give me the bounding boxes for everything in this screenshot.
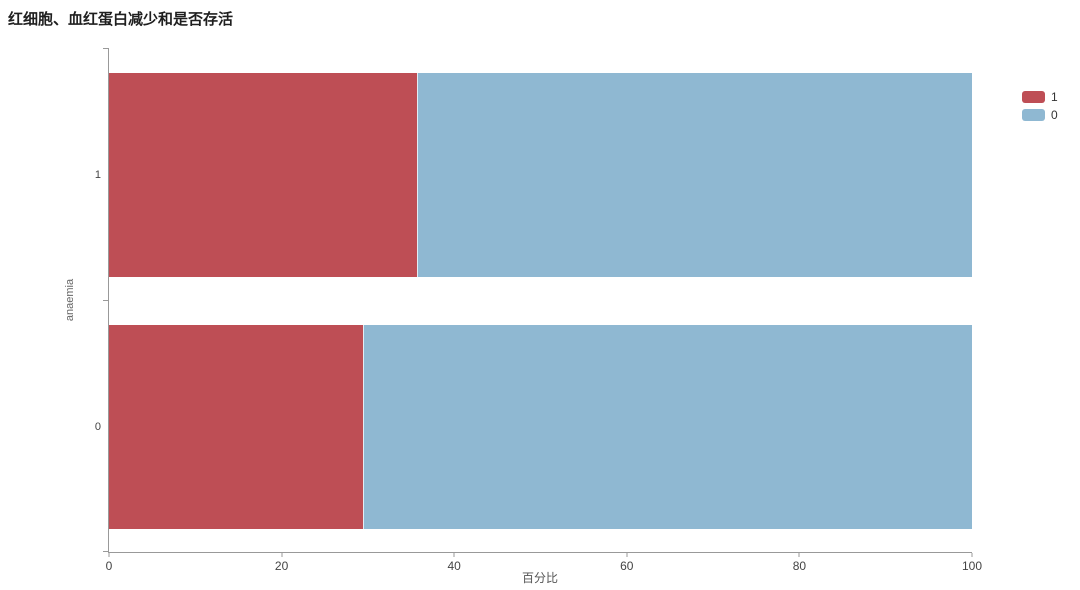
x-axis-tick-label: 100 <box>961 559 983 573</box>
x-axis-tick-label: 80 <box>792 559 807 573</box>
legend-item-label: 1 <box>1051 90 1058 104</box>
legend-item-label: 0 <box>1051 108 1058 122</box>
y-axis-tick <box>103 300 108 301</box>
x-axis-tick-label: 0 <box>105 559 113 573</box>
x-axis-tick <box>281 553 283 557</box>
bar-row <box>109 73 972 277</box>
y-axis-category-label: 1 <box>94 169 101 181</box>
bar-segment[interactable] <box>416 73 972 277</box>
legend-item[interactable]: 1 <box>1022 90 1058 104</box>
bar-row <box>109 325 972 529</box>
x-axis-tick-label: 60 <box>620 559 634 573</box>
x-axis-tick <box>453 553 455 557</box>
bar-segment[interactable] <box>109 73 417 277</box>
legend-color-swatch-icon <box>1022 91 1045 103</box>
x-axis-tick <box>626 553 628 557</box>
legend: 1 0 <box>1022 90 1058 122</box>
x-axis-title: 百分比 <box>521 571 559 585</box>
x-axis-tick-label: 20 <box>274 559 289 573</box>
y-axis-title: anaemia <box>64 278 76 322</box>
legend-item[interactable]: 0 <box>1022 108 1058 122</box>
bar-segment[interactable] <box>362 325 972 529</box>
y-axis-category-label: 0 <box>94 421 101 433</box>
x-axis-tick <box>798 553 800 557</box>
x-axis-tick <box>108 553 110 557</box>
bar-segment[interactable] <box>109 325 363 529</box>
x-axis-tick-label: 40 <box>447 559 461 573</box>
y-axis-tick <box>103 48 108 49</box>
chart-title: 红细胞、血红蛋白减少和是否存活 <box>8 11 234 28</box>
legend-color-swatch-icon <box>1022 109 1045 121</box>
y-axis-tick <box>103 551 108 552</box>
plot-area: 0 20 40 60 80 100 1 0 <box>95 48 982 573</box>
x-axis-tick <box>971 553 973 557</box>
